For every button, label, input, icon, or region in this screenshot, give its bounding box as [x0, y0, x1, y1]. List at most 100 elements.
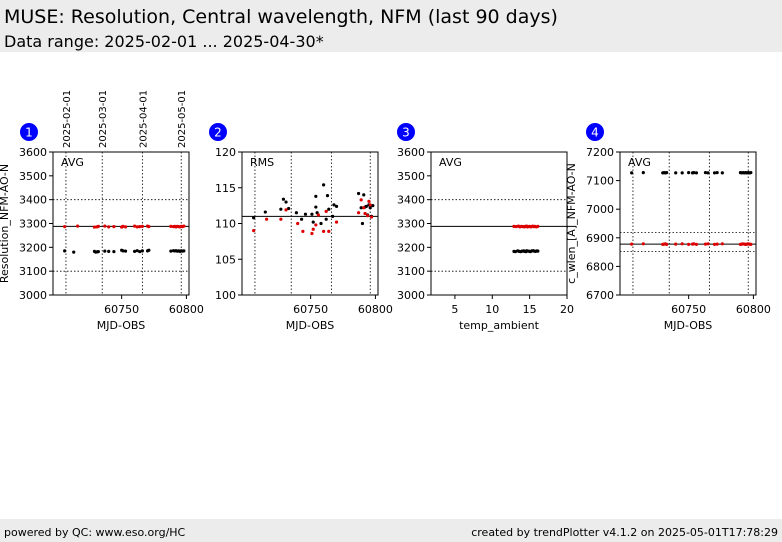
data-point-red: [680, 242, 684, 246]
data-point-red: [715, 242, 719, 246]
footer-created-by: created by trendPlotter v4.1.2 on 2025-0…: [471, 526, 778, 539]
data-point-red: [96, 224, 100, 228]
data-point-red: [169, 224, 173, 228]
data-point-red: [712, 242, 717, 246]
data-point-black: [368, 206, 372, 210]
data-point-black: [356, 191, 361, 196]
data-point-black: [182, 249, 186, 253]
data-point-red: [279, 217, 283, 221]
data-point-black: [327, 207, 331, 211]
data-point-red: [316, 213, 321, 217]
data-point-red: [363, 211, 367, 216]
data-point-red: [692, 242, 696, 246]
data-point-black: [332, 203, 336, 207]
y-tick-label: 3200: [19, 241, 47, 254]
data-point-red: [706, 242, 710, 246]
data-point-red: [92, 225, 97, 229]
data-point-black: [281, 197, 286, 201]
data-point-red: [63, 225, 67, 229]
data-point-black: [371, 204, 375, 208]
y-tick-label: 3000: [397, 289, 425, 302]
data-point-black: [665, 170, 669, 175]
data-point-black: [284, 200, 288, 204]
y-tick-label: 3500: [397, 170, 425, 183]
data-point-red: [182, 224, 186, 228]
data-point-red: [630, 242, 634, 246]
data-point-red: [76, 224, 80, 228]
data-point-black: [147, 248, 151, 252]
data-point-black: [325, 194, 330, 198]
data-point-black: [319, 221, 323, 226]
y-tick-label: 3100: [397, 265, 425, 278]
data-point-black: [294, 211, 298, 215]
data-point-black: [322, 183, 326, 187]
data-point-black: [103, 249, 107, 253]
y-tick-label: 110: [215, 218, 236, 231]
y-tick-label: 3100: [19, 265, 47, 278]
page-header: MUSE: Resolution, Central wavelength, NF…: [0, 0, 782, 52]
data-point-black: [364, 204, 368, 208]
data-point-black: [310, 212, 314, 216]
data-point-black: [712, 171, 717, 175]
y-tick-label: 100: [215, 289, 236, 302]
page-footer: powered by QC: www.eso.org/HC created by…: [0, 519, 782, 542]
data-point-black: [687, 170, 691, 175]
chart-panel-4: 4 AVG 6700 6800 6900 7000 7100 7200 60750 60800 MJ…: [565, 123, 771, 332]
data-point-black: [252, 216, 256, 220]
data-point-red: [359, 198, 363, 202]
data-point-red: [665, 242, 669, 246]
data-point-black: [112, 250, 116, 254]
panel-number-badge: [20, 123, 38, 141]
data-point-red: [674, 242, 678, 246]
x-axis-label: temp_ambient: [459, 319, 540, 332]
data-point-black: [303, 212, 308, 216]
data-point-black: [314, 205, 318, 209]
y-tick-label: 7000: [586, 203, 614, 216]
data-point-black: [263, 210, 267, 214]
chart-panel-2: 2 RMS 100 105 110 115 120 60750 60800 MJD-OBS: [209, 123, 393, 332]
data-point-red: [356, 211, 361, 215]
page-title: MUSE: Resolution, Central wavelength, NF…: [4, 6, 558, 28]
data-point-red: [641, 242, 645, 246]
data-point-red: [252, 229, 256, 233]
data-point-black: [123, 249, 128, 253]
y-tick-label: 105: [215, 253, 236, 266]
data-point-red: [368, 203, 372, 207]
data-point-red: [749, 242, 753, 246]
plot-frame: [241, 151, 379, 296]
data-point-black: [641, 170, 645, 175]
y-tick-label: 3300: [397, 218, 425, 231]
data-point-black: [692, 170, 696, 175]
panel-number-label: 2: [214, 126, 222, 140]
panel-number-badge: [397, 123, 415, 141]
data-point-red: [687, 242, 691, 246]
x-tick-label: 60750: [104, 303, 139, 316]
y-tick-label: 115: [215, 182, 236, 195]
panel-number-badge: [586, 123, 604, 141]
data-point-black: [138, 250, 142, 254]
x-tick-label: 5: [451, 303, 458, 316]
y-tick-label: 3000: [19, 289, 47, 302]
data-point-black: [63, 249, 67, 253]
y-axis-label: c_wlen_[A]_NFM-AO-N: [565, 163, 578, 284]
data-point-red: [123, 225, 128, 229]
data-point-red: [703, 242, 708, 246]
panel-number-badge: [209, 123, 227, 141]
date-tick-label: 2025-04-01: [138, 90, 149, 148]
data-point-black: [706, 171, 710, 175]
statistic-label: AVG: [61, 156, 84, 169]
date-tick-label: 2025-02-01: [62, 90, 73, 148]
data-point-black: [311, 220, 315, 224]
data-point-red: [369, 215, 374, 219]
data-point-red: [324, 209, 328, 213]
panel-number-label: 1: [25, 126, 33, 140]
data-point-black: [107, 249, 111, 253]
y-tick-label: 6800: [586, 260, 614, 273]
y-tick-label: 3200: [397, 241, 425, 254]
data-point-black: [287, 206, 291, 211]
data-point-black: [140, 249, 144, 253]
y-tick-label: 3600: [397, 146, 425, 159]
y-tick-label: 6700: [586, 289, 614, 302]
data-point-black: [715, 170, 719, 175]
data-point-black: [334, 204, 339, 208]
